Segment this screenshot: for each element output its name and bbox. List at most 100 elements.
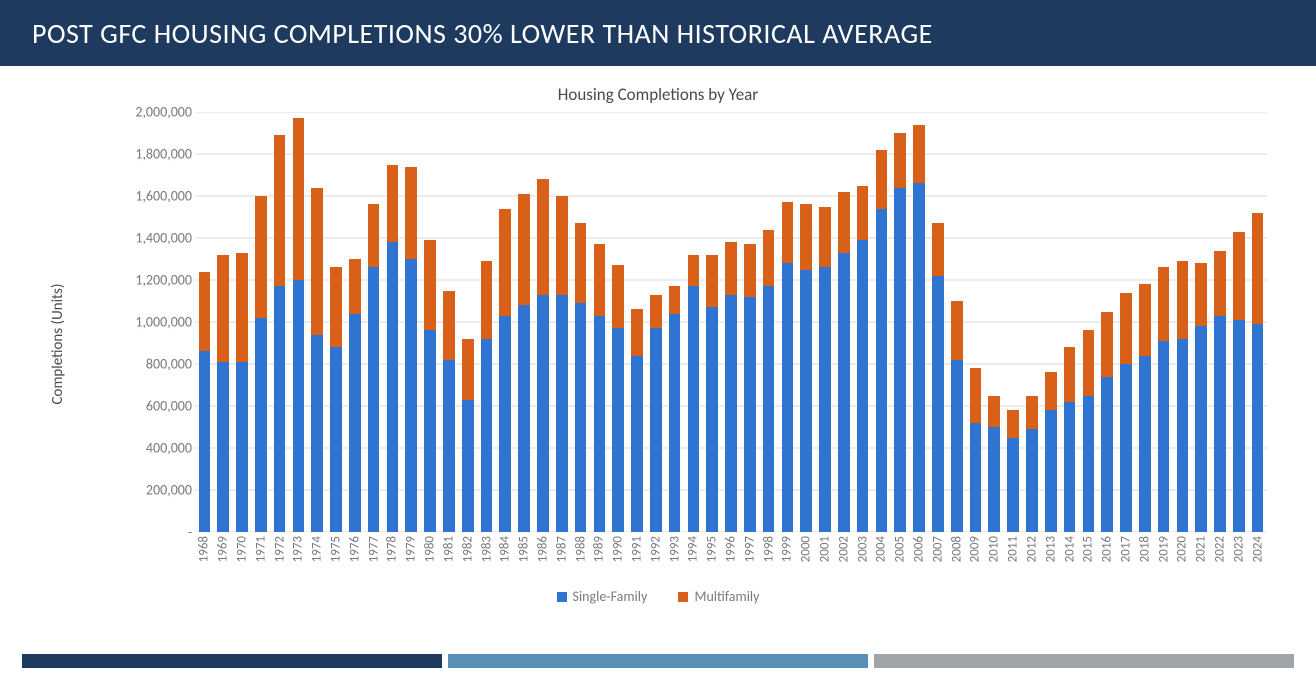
bar xyxy=(1233,232,1245,532)
x-tick-label: 2003 xyxy=(855,536,870,562)
bar-seg-multifamily xyxy=(725,242,737,295)
bar-seg-multifamily xyxy=(1007,410,1019,437)
x-tick-label: 2008 xyxy=(949,536,964,562)
bar-seg-single-family xyxy=(481,339,493,532)
x-tick-label: 1989 xyxy=(592,536,607,562)
bar xyxy=(1083,330,1095,532)
bar xyxy=(1139,284,1151,532)
bar xyxy=(1064,347,1076,532)
bar xyxy=(405,167,417,532)
x-tick-label: 1998 xyxy=(761,536,776,562)
x-tick-label: 2019 xyxy=(1156,536,1171,562)
bar-seg-multifamily xyxy=(349,259,361,314)
x-tick-label: 2004 xyxy=(874,536,889,562)
bar xyxy=(782,202,794,532)
bar xyxy=(368,204,380,532)
x-tick-label: 2016 xyxy=(1100,536,1115,562)
y-tick-label: 2,000,000 xyxy=(112,104,192,121)
bar-seg-multifamily xyxy=(1101,312,1113,377)
bar-seg-single-family xyxy=(537,295,549,532)
bar-seg-multifamily xyxy=(1233,232,1245,320)
bar-seg-multifamily xyxy=(1083,330,1095,395)
x-tick-label: 2020 xyxy=(1175,536,1190,562)
bar xyxy=(631,309,643,532)
bar-seg-single-family xyxy=(932,276,944,532)
x-tick-label: 2018 xyxy=(1137,536,1152,562)
bar-seg-multifamily xyxy=(575,223,587,303)
bar xyxy=(518,194,530,532)
bar-seg-multifamily xyxy=(706,255,718,308)
bar-seg-multifamily xyxy=(688,255,700,287)
bar-seg-single-family xyxy=(1026,429,1038,532)
housing-completions-chart: Housing Completions by Year Completions … xyxy=(0,84,1316,614)
bar xyxy=(217,255,229,532)
y-axis-ticks: -200,000400,000600,000800,0001,000,0001,… xyxy=(112,112,192,532)
bar xyxy=(1120,293,1132,532)
bar xyxy=(932,223,944,532)
bar xyxy=(894,133,906,532)
bar-seg-single-family xyxy=(330,347,342,532)
bar-seg-single-family xyxy=(236,362,248,532)
bar xyxy=(669,286,681,532)
bar-seg-single-family xyxy=(1214,316,1226,532)
bar-seg-single-family xyxy=(556,295,568,532)
bar-seg-single-family xyxy=(1083,396,1095,533)
bar xyxy=(199,272,211,532)
bar-seg-single-family xyxy=(594,316,606,532)
bar-seg-multifamily xyxy=(744,244,756,297)
bar xyxy=(970,368,982,532)
footer-color-bars xyxy=(22,654,1294,668)
bar-seg-multifamily xyxy=(368,204,380,267)
bar-seg-single-family xyxy=(650,328,662,532)
x-tick-label: 2012 xyxy=(1024,536,1039,562)
x-tick-label: 1983 xyxy=(479,536,494,562)
bar xyxy=(650,295,662,532)
bar-seg-multifamily xyxy=(1158,267,1170,341)
x-tick-label: 1985 xyxy=(517,536,532,562)
bar-seg-multifamily xyxy=(311,188,323,335)
y-tick-label: - xyxy=(112,524,192,541)
x-tick-label: 1986 xyxy=(535,536,550,562)
x-tick-label: 2005 xyxy=(893,536,908,562)
bar-seg-multifamily xyxy=(537,179,549,295)
footer-bar-2 xyxy=(448,654,868,668)
bar-seg-multifamily xyxy=(612,265,624,328)
bar-seg-multifamily xyxy=(217,255,229,362)
x-tick-label: 1992 xyxy=(648,536,663,562)
x-tick-label: 2006 xyxy=(912,536,927,562)
bar-seg-multifamily xyxy=(424,240,436,330)
bar xyxy=(1214,251,1226,532)
bar xyxy=(236,253,248,532)
footer-bar-1 xyxy=(22,654,442,668)
bar-seg-single-family xyxy=(424,330,436,532)
x-tick-label: 1971 xyxy=(253,536,268,562)
legend: Single-Family Multifamily xyxy=(0,588,1316,606)
x-tick-label: 1999 xyxy=(780,536,795,562)
bar-seg-multifamily xyxy=(1195,263,1207,326)
x-tick-label: 2021 xyxy=(1194,536,1209,562)
bar-seg-single-family xyxy=(706,307,718,532)
x-axis-labels: 1968196919701971197219731974197519761977… xyxy=(195,536,1267,584)
bars-container xyxy=(195,112,1267,532)
x-tick-label: 1968 xyxy=(197,536,212,562)
bar-seg-multifamily xyxy=(1177,261,1189,339)
legend-swatch-multifamily xyxy=(678,592,688,602)
bar-seg-single-family xyxy=(1045,410,1057,532)
bar xyxy=(1195,263,1207,532)
x-tick-label: 1972 xyxy=(272,536,287,562)
legend-item-multifamily: Multifamily xyxy=(678,588,759,605)
bar-seg-single-family xyxy=(199,351,211,532)
x-tick-label: 1991 xyxy=(629,536,644,562)
bar-seg-multifamily xyxy=(594,244,606,315)
x-tick-label: 2010 xyxy=(987,536,1002,562)
bar-seg-multifamily xyxy=(387,165,399,243)
x-tick-label: 1969 xyxy=(216,536,231,562)
bar-seg-multifamily xyxy=(669,286,681,313)
bar-seg-single-family xyxy=(857,240,869,532)
bar-seg-single-family xyxy=(1158,341,1170,532)
bar-seg-multifamily xyxy=(838,192,850,253)
x-tick-label: 2024 xyxy=(1250,536,1265,562)
x-tick-label: 2023 xyxy=(1231,536,1246,562)
legend-label-single-family: Single-Family xyxy=(573,588,648,605)
bar-seg-multifamily xyxy=(876,150,888,209)
